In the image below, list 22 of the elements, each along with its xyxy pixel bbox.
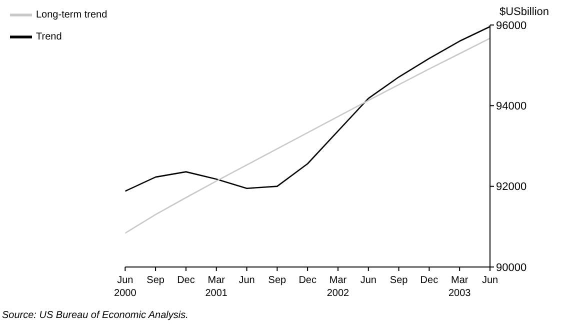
line-series [125,38,490,234]
source-note: Source: US Bureau of Economic Analysis. [2,310,188,321]
x-tick-label: Jun [360,275,376,286]
legend-label: Trend [36,32,62,43]
x-tick-label: Dec [298,275,316,286]
x-tick-label: Sep [390,275,408,286]
legend-label: Long-term trend [36,10,108,21]
y-tick-label: 92000 [496,181,527,194]
x-tick-label: Sep [268,275,287,286]
y-axis-title: $USbillion [499,6,549,18]
x-tick-label: Dec [177,275,195,286]
x-tick-label: Jun [482,275,498,286]
y-tick-label: 96000 [496,20,527,32]
x-tick-label: Mar 2002 [326,275,350,299]
x-tick-label: Jun 2000 [114,275,137,299]
y-tick-label: 94000 [496,100,527,113]
x-tick-label: Sep [146,275,165,286]
x-tick-label: Jun [238,275,255,286]
x-tick-label: Mar 2001 [205,275,228,299]
x-tick-label: Mar 2003 [448,275,472,299]
x-tick-label: Dec [420,275,438,286]
y-tick-label: 90000 [496,262,527,274]
